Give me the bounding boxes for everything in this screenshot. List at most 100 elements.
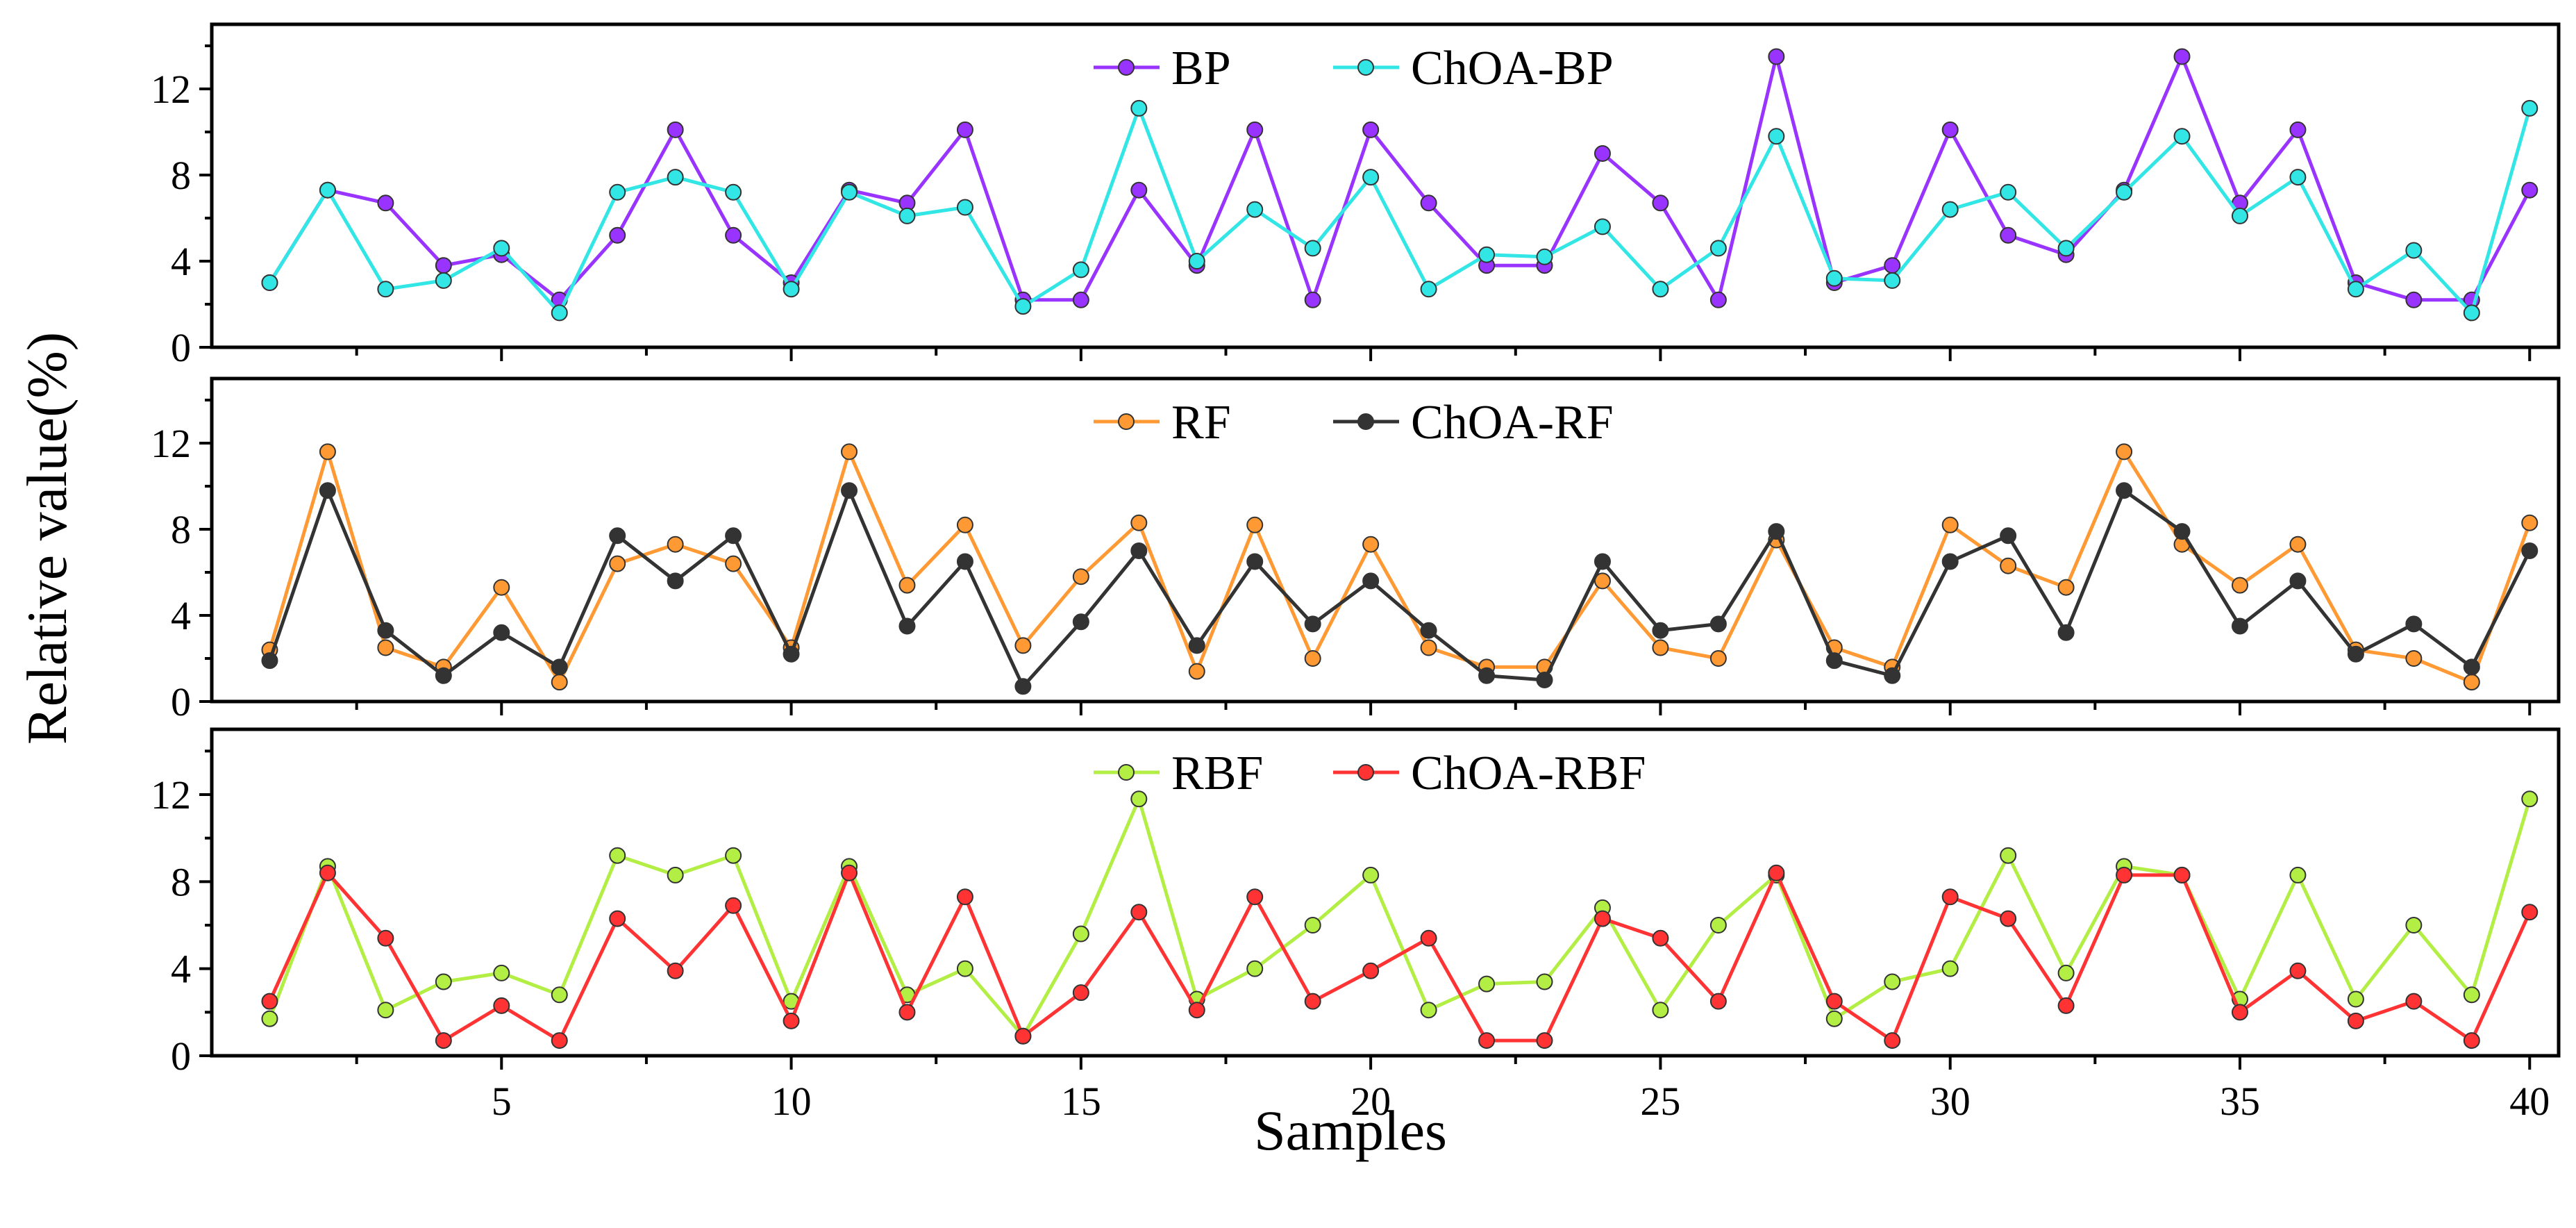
legend-label-rbf: RBF <box>1171 747 1263 800</box>
data-point-choa-rf <box>1884 667 1901 684</box>
series-line-bp <box>268 55 2532 302</box>
data-point-bp <box>377 194 394 212</box>
data-point-choa-rf <box>1594 553 1611 570</box>
data-point-rf <box>1130 514 1148 531</box>
data-point-bp <box>1420 194 1437 212</box>
data-point-choa-bp <box>1304 240 1321 257</box>
data-point-rf <box>956 516 973 533</box>
data-point-choa-rf <box>2057 624 2075 641</box>
panel-1-y-tick-label: 12 <box>151 67 191 112</box>
data-point-rf <box>1652 639 1669 656</box>
data-point-choa-rf <box>1709 615 1727 633</box>
data-point-rbf <box>956 960 973 977</box>
data-point-rf <box>1420 639 1437 656</box>
panel-2-y-tick-label: 0 <box>171 679 191 724</box>
data-point-choa-bp <box>551 304 568 322</box>
data-point-choa-bp <box>1014 298 1032 315</box>
data-point-choa-bp <box>1536 248 1553 265</box>
data-point-choa-rbf <box>609 910 626 927</box>
data-point-rf <box>1072 568 1089 586</box>
panel-3-y-tick-label: 0 <box>171 1034 191 1079</box>
data-point-choa-rf <box>2347 645 2364 663</box>
data-point-rbf <box>493 964 510 981</box>
data-point-rbf <box>1130 790 1148 808</box>
data-point-choa-bp <box>1941 201 1959 218</box>
data-point-rbf <box>2405 917 2423 934</box>
x-tick-label: 5 <box>492 1079 512 1124</box>
data-point-choa-rf <box>667 572 684 590</box>
data-point-choa-bp <box>1188 253 1205 269</box>
data-point-choa-rbf <box>667 962 684 979</box>
series-line-rf <box>268 449 2532 684</box>
data-point-choa-rf <box>493 624 510 641</box>
data-point-choa-rf <box>783 645 800 663</box>
data-point-rf <box>493 579 510 596</box>
data-point-choa-bp <box>2000 183 2017 201</box>
data-point-choa-rf <box>261 652 278 670</box>
data-point-bp <box>1884 257 1901 274</box>
data-point-choa-rbf <box>2521 904 2539 921</box>
data-point-choa-bp <box>2057 240 2075 257</box>
data-point-choa-rbf <box>2289 962 2307 979</box>
data-point-rbf <box>1478 975 1496 993</box>
data-point-choa-bp <box>377 281 394 298</box>
data-point-choa-rf <box>898 617 916 635</box>
series-line-rbf <box>268 797 2532 1038</box>
data-point-choa-rbf <box>2173 866 2191 883</box>
y-axis-title: Relative value(%) <box>15 332 78 745</box>
data-point-rbf <box>1246 960 1264 977</box>
data-point-choa-rbf <box>1768 864 1785 881</box>
data-point-choa-rf <box>1362 572 1380 590</box>
data-point-choa-rf <box>1941 553 1959 570</box>
data-point-choa-bp <box>725 183 742 201</box>
data-point-choa-rf <box>1304 615 1321 633</box>
data-point-rbf <box>1536 973 1553 990</box>
data-point-choa-rf <box>1072 613 1089 631</box>
data-point-rf <box>1246 516 1264 533</box>
data-point-choa-rbf <box>725 897 742 914</box>
data-point-choa-bp <box>1768 128 1785 145</box>
data-point-choa-rbf <box>1246 888 1264 906</box>
data-point-bp <box>725 226 742 244</box>
data-point-rf <box>319 443 336 460</box>
data-point-choa-bp <box>783 281 800 298</box>
data-point-choa-bp <box>1709 240 1727 257</box>
legend-label-choa-rbf: ChOA-RBF <box>1411 747 1646 800</box>
data-point-rf <box>2000 557 2017 574</box>
panel-2-y-tick-label: 8 <box>171 507 191 552</box>
data-point-choa-bp <box>2463 304 2480 322</box>
data-point-choa-rf <box>2173 523 2191 540</box>
data-point-choa-rbf <box>551 1032 568 1049</box>
data-point-rf <box>1709 650 1727 667</box>
data-point-choa-rbf <box>2000 910 2017 927</box>
data-point-bp <box>2173 48 2191 65</box>
data-point-choa-rf <box>1014 678 1032 695</box>
panel-1-y-tick-label: 8 <box>171 153 191 198</box>
data-point-rf <box>377 639 394 656</box>
data-point-choa-rf <box>2521 542 2539 559</box>
data-point-rbf <box>1884 973 1901 990</box>
data-point-choa-bp <box>435 272 452 289</box>
legend-marker-choa-rf <box>1357 413 1374 430</box>
data-point-bp <box>956 121 973 138</box>
data-point-bp <box>609 226 626 244</box>
data-point-choa-rf <box>1652 622 1669 639</box>
data-point-rbf <box>2057 964 2075 981</box>
data-point-choa-bp <box>2173 128 2191 145</box>
data-point-choa-bp <box>1825 269 1843 287</box>
data-point-rf <box>2405 650 2423 667</box>
x-tick-label: 15 <box>1061 1079 1101 1124</box>
data-point-rf <box>2231 576 2248 594</box>
data-point-choa-rf <box>609 527 626 545</box>
data-point-rbf <box>2463 986 2480 1004</box>
data-point-choa-bp <box>2521 99 2539 117</box>
data-point-rbf <box>261 1010 278 1027</box>
data-point-rf <box>551 674 568 691</box>
data-point-choa-bp <box>2405 242 2423 259</box>
data-point-choa-rbf <box>2116 866 2133 883</box>
panel-2-y-tick-label: 12 <box>151 421 191 466</box>
data-point-choa-rbf <box>261 993 278 1010</box>
x-tick-label: 20 <box>1350 1079 1391 1124</box>
data-point-rbf <box>1941 960 1959 977</box>
